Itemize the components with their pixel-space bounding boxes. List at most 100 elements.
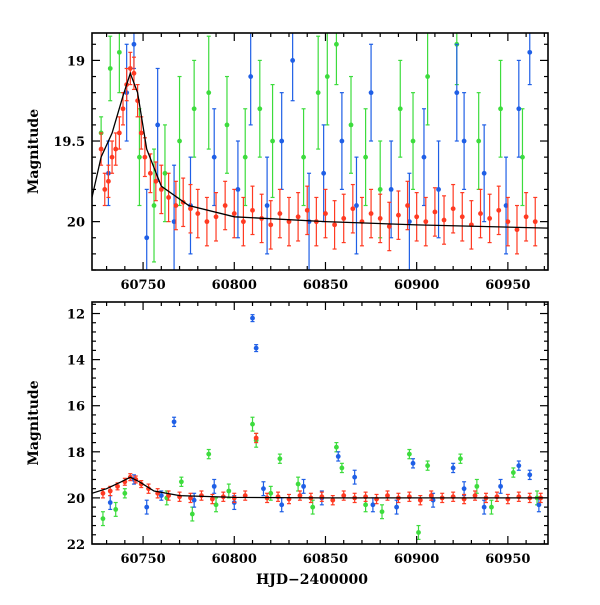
data-point: [290, 58, 296, 63]
data-point: [472, 493, 478, 498]
data-point: [253, 435, 259, 441]
data-point: [481, 504, 487, 510]
data-point: [481, 170, 487, 176]
data-point: [510, 470, 516, 475]
y-tick-label: 12: [67, 308, 85, 323]
data-point: [144, 235, 150, 241]
plot-area: [92, 33, 548, 270]
data-point: [100, 490, 106, 496]
data-point: [131, 70, 137, 76]
data-point: [115, 483, 120, 489]
data-point: [301, 154, 306, 160]
data-point: [520, 154, 525, 160]
data-point: [423, 219, 429, 225]
data-point: [138, 130, 144, 136]
data-point: [224, 122, 230, 128]
data-point: [523, 214, 529, 220]
data-point: [386, 224, 392, 229]
data-point: [107, 488, 113, 494]
data-point: [222, 203, 228, 208]
chart-panel-1: 60750 60800 60850 60900 60950 19 19.5 20 Magnitu…: [26, 32, 549, 293]
data-point: [478, 211, 483, 216]
data-point: [414, 214, 420, 220]
data-point: [248, 74, 254, 79]
data-point: [240, 219, 246, 225]
data-point: [189, 511, 195, 517]
data-point: [235, 186, 241, 192]
data-point: [368, 90, 374, 96]
data-point: [199, 493, 204, 498]
y-tick-label: 16: [67, 400, 85, 415]
data-point: [330, 497, 336, 503]
x-tick-label: 60950: [485, 552, 530, 567]
data-point: [204, 219, 210, 225]
data-point: [213, 214, 219, 220]
plot-frame: [91, 32, 549, 271]
data-point: [350, 206, 356, 212]
y-tick-label: 19.5: [53, 135, 85, 150]
data-point: [106, 178, 111, 184]
data-point: [348, 122, 354, 128]
data-point: [363, 154, 368, 160]
data-point: [436, 186, 441, 192]
series-blue: [107, 314, 542, 515]
data-point: [191, 106, 197, 112]
data-point: [536, 502, 542, 508]
data-point: [396, 212, 401, 218]
data-point: [310, 504, 316, 510]
data-point: [516, 463, 522, 469]
series-green: [100, 416, 540, 540]
data-point: [158, 493, 164, 498]
data-point: [334, 444, 339, 450]
data-point: [209, 496, 215, 502]
data-point: [295, 481, 301, 487]
data-point: [116, 49, 122, 55]
x-tick-label: 60800: [212, 552, 257, 567]
data-point: [122, 490, 128, 496]
data-point: [421, 154, 427, 160]
data-point: [461, 486, 467, 492]
data-point: [226, 488, 232, 494]
data-point: [131, 41, 137, 47]
data-point: [295, 214, 301, 220]
series-red: [98, 51, 538, 255]
data-point: [416, 530, 421, 535]
y-tick-label: 20: [67, 216, 85, 231]
data-point: [144, 504, 150, 510]
data-point: [279, 138, 285, 144]
data-point: [498, 483, 503, 489]
data-point: [158, 186, 164, 192]
data-point: [410, 460, 416, 466]
data-point: [406, 219, 412, 225]
data-point: [339, 465, 345, 471]
data-point: [332, 222, 337, 228]
data-point: [250, 315, 255, 321]
data-point: [107, 500, 113, 505]
data-point: [363, 502, 368, 508]
data-point: [277, 211, 283, 216]
data-point: [195, 211, 201, 216]
data-point: [120, 106, 126, 112]
y-tick-label: 18: [67, 446, 85, 461]
x-tick-label: 60900: [394, 278, 439, 293]
series-blue: [106, 33, 533, 270]
x-tick-label: 60800: [212, 278, 257, 293]
data-point: [261, 486, 266, 492]
data-point: [301, 483, 306, 489]
data-point: [250, 207, 255, 213]
data-point: [324, 74, 330, 79]
series-green: [98, 33, 525, 263]
data-point: [253, 345, 259, 351]
data-point: [250, 421, 255, 427]
data-point: [264, 203, 270, 208]
data-point: [162, 170, 168, 176]
data-point: [242, 154, 248, 160]
model-curve: [92, 476, 548, 499]
data-point: [275, 494, 281, 500]
data-point: [147, 170, 153, 176]
data-point: [474, 483, 480, 489]
data-point: [496, 207, 502, 213]
x-tick-label: 60950: [485, 278, 530, 293]
